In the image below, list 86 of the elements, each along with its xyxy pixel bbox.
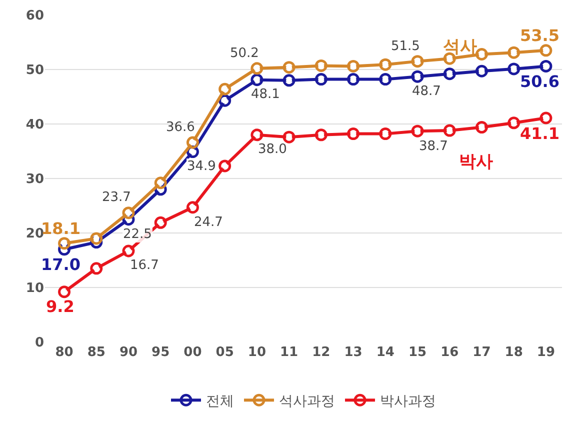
point bbox=[250, 62, 264, 75]
annotation: 석사 bbox=[443, 37, 477, 57]
point bbox=[540, 112, 552, 124]
data-label: 48.1 bbox=[251, 87, 280, 102]
data-label: 9.2 bbox=[46, 297, 74, 316]
point bbox=[475, 48, 488, 60]
x-tick-label: 80 bbox=[55, 345, 74, 360]
x-tick-label: 15 bbox=[408, 345, 427, 360]
y-tick-label: 50 bbox=[26, 63, 44, 78]
point bbox=[508, 46, 520, 59]
data-label: 50.2 bbox=[230, 46, 259, 61]
data-label: 41.1 bbox=[520, 124, 560, 143]
point bbox=[218, 82, 232, 96]
point bbox=[411, 70, 424, 83]
x-tick-label: 95 bbox=[152, 345, 170, 360]
point bbox=[379, 73, 392, 86]
x-tick-label: 00 bbox=[184, 345, 202, 360]
x-tick-label: 05 bbox=[216, 345, 234, 360]
point bbox=[282, 130, 296, 144]
data-label: 50.6 bbox=[520, 72, 560, 91]
data-label: 48.7 bbox=[412, 84, 441, 99]
point bbox=[90, 232, 103, 245]
data-label: 53.5 bbox=[520, 26, 560, 45]
point bbox=[122, 206, 135, 220]
point bbox=[443, 124, 456, 137]
point bbox=[379, 58, 392, 71]
point bbox=[475, 121, 488, 134]
x-tick-label: 19 bbox=[536, 345, 555, 360]
point bbox=[250, 74, 264, 86]
point bbox=[443, 68, 456, 80]
point bbox=[347, 60, 360, 72]
x-tick-label: 12 bbox=[312, 345, 330, 360]
point bbox=[282, 74, 296, 87]
point bbox=[347, 73, 360, 86]
data-label: 34.9 bbox=[187, 159, 216, 174]
legend-label: 석사과정 bbox=[279, 394, 335, 410]
y-tick-label: 60 bbox=[26, 8, 44, 24]
x-tick-label: 17 bbox=[472, 345, 491, 360]
x-tick-label: 10 bbox=[248, 345, 266, 360]
data-label: 22.5 bbox=[123, 227, 152, 242]
point bbox=[411, 124, 424, 138]
y-tick-label: 30 bbox=[26, 172, 44, 188]
point bbox=[218, 160, 232, 172]
data-label: 36.6 bbox=[166, 120, 195, 135]
point bbox=[508, 62, 520, 76]
point bbox=[186, 136, 199, 149]
point bbox=[540, 60, 552, 72]
x-tick-label: 11 bbox=[280, 345, 298, 360]
x-tick-label: 85 bbox=[87, 345, 106, 360]
point bbox=[90, 262, 103, 275]
data-label: 38.0 bbox=[258, 142, 287, 157]
point bbox=[282, 61, 296, 74]
point bbox=[314, 73, 328, 86]
data-label: 23.7 bbox=[102, 190, 131, 205]
x-tick-label: 90 bbox=[119, 345, 138, 360]
point bbox=[250, 128, 264, 142]
point bbox=[154, 216, 167, 229]
point bbox=[154, 176, 167, 190]
point bbox=[411, 55, 424, 68]
data-label: 16.7 bbox=[130, 258, 159, 273]
legend-label: 전체 bbox=[206, 394, 234, 410]
point bbox=[58, 286, 71, 298]
point bbox=[540, 44, 552, 57]
point bbox=[122, 244, 135, 258]
data-label: 24.7 bbox=[194, 215, 223, 230]
point bbox=[475, 64, 488, 78]
point bbox=[58, 237, 71, 250]
point bbox=[379, 128, 392, 140]
x-tick-label: 13 bbox=[344, 345, 362, 360]
data-label: 17.0 bbox=[41, 255, 80, 274]
data-label: 38.7 bbox=[419, 139, 448, 154]
x-tick-label: 14 bbox=[376, 345, 394, 360]
x-tick-label: 18 bbox=[504, 345, 523, 360]
point bbox=[508, 116, 520, 130]
y-tick-label: 20 bbox=[26, 226, 44, 242]
y-tick-label: 10 bbox=[26, 281, 44, 296]
point bbox=[186, 201, 199, 214]
annotation: 박사 bbox=[459, 152, 493, 172]
point bbox=[314, 128, 328, 142]
point bbox=[347, 128, 360, 140]
y-tick-label: 40 bbox=[26, 118, 44, 133]
y-tick-label: 0 bbox=[34, 336, 44, 351]
point bbox=[314, 59, 328, 72]
x-tick-label: 16 bbox=[440, 345, 459, 360]
data-label: 51.5 bbox=[391, 39, 420, 54]
legend-label: 박사과정 bbox=[380, 394, 436, 410]
